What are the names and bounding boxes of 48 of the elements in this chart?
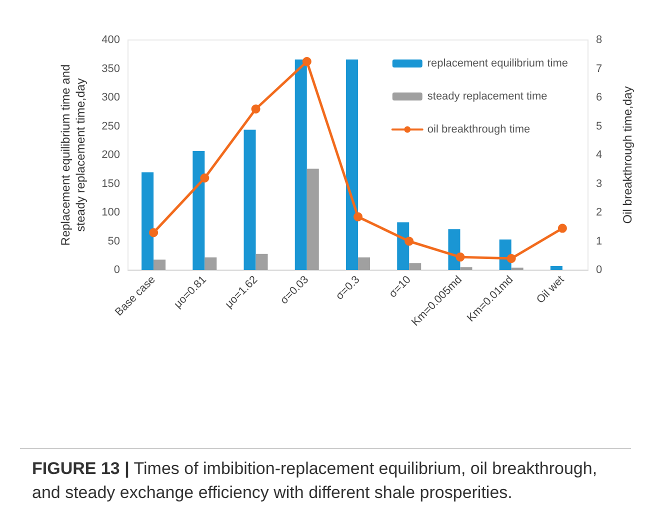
bar — [204, 257, 217, 270]
y2-tick-label: 7 — [596, 62, 602, 75]
point — [251, 104, 260, 114]
point — [302, 57, 312, 66]
y-tick-label: 150 — [102, 178, 120, 190]
y-tick-label: 400 — [102, 34, 120, 46]
y2-tick-label: 1 — [596, 235, 602, 248]
point — [558, 224, 567, 233]
y-tick-label: 0 — [114, 264, 120, 276]
point — [354, 212, 362, 222]
bar — [346, 60, 358, 270]
y2-tick-label: 0 — [596, 264, 602, 276]
bar — [244, 130, 256, 270]
bar — [550, 266, 562, 270]
bar — [142, 172, 154, 270]
y2-tick-label: 6 — [596, 92, 602, 104]
bar — [154, 260, 166, 270]
point — [200, 174, 210, 182]
y-axis-title: Replacement equilibrium time and steady replacement time,day — [58, 64, 88, 246]
y-tick-label: 350 — [102, 62, 120, 75]
bar — [460, 267, 472, 270]
y-tick-label: 200 — [102, 149, 120, 161]
legend-label: replacement equilibrium time — [427, 58, 568, 70]
bar — [409, 263, 422, 270]
x-tick-label: Oil wet — [534, 274, 567, 306]
point — [149, 228, 158, 238]
y-tick-label: 50 — [108, 235, 120, 248]
point — [404, 236, 414, 246]
legend-label: steady replacement time — [427, 90, 548, 102]
bar — [306, 168, 319, 270]
y-tick-label: 300 — [102, 92, 120, 104]
point — [506, 254, 516, 263]
y2-axis-title: Oil breakthrough time,day — [620, 86, 634, 224]
y2-tick-label: 2 — [596, 206, 602, 218]
y2-tick-label: 4 — [596, 149, 602, 161]
y2-tick-label: 8 — [596, 34, 602, 46]
point — [456, 252, 465, 262]
bar — [192, 150, 205, 270]
bar — [358, 257, 370, 270]
y2-tick-label: 3 — [596, 178, 602, 190]
bar — [294, 60, 307, 270]
y-tick-label: 100 — [102, 206, 120, 218]
y2-tick-label: 5 — [596, 120, 602, 132]
y-tick-label: 250 — [102, 120, 120, 132]
caption: FIGURE 13 | Times of imbibition-replacement equilibrium, oil breakthrough, and steady exchange efficiency with different shale prosperities. — [20, 448, 631, 513]
bar — [256, 254, 268, 270]
legend-label: oil breakthrough time — [427, 124, 530, 136]
bar — [397, 222, 410, 270]
